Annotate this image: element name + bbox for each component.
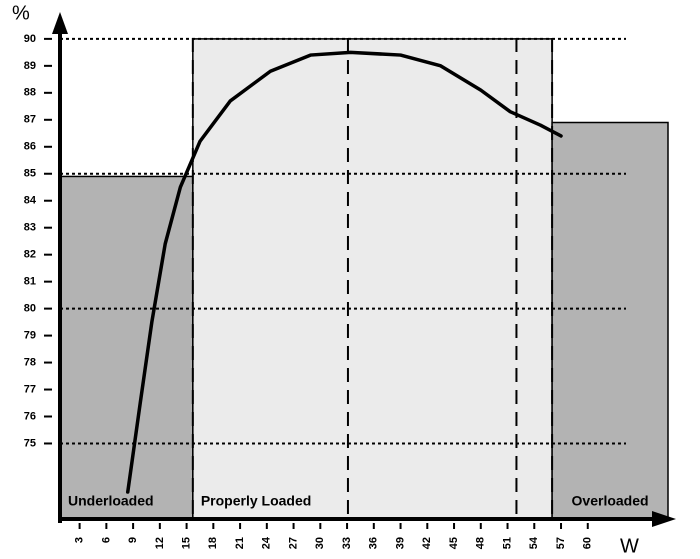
x-axis-arrow [652,511,676,527]
y-tick-label: 86 [24,141,36,153]
y-tick-label: 79 [24,329,36,341]
x-tick-label: 3 [74,537,86,543]
region-label: Underloaded [68,493,154,509]
y-axis-arrow [52,12,68,34]
x-tick-label: 57 [555,537,567,549]
x-tick-label: 18 [207,537,219,549]
x-tick-label: 30 [314,537,326,549]
x-tick-label: 21 [234,537,246,549]
x-tick-label: 48 [475,537,487,549]
region-label: Properly Loaded [201,493,311,509]
region-label: Overloaded [572,493,649,509]
y-axis-label: % [12,2,30,24]
x-tick-label: 27 [287,537,299,549]
y-tick-label: 80 [24,303,36,315]
y-tick-label: 87 [24,114,36,126]
x-tick-label: 42 [421,537,433,549]
y-tick-label: 83 [24,222,36,234]
x-tick-label: 12 [154,537,166,549]
x-tick-label: 54 [528,536,540,549]
y-tick-label: 78 [24,356,36,368]
y-tick-label: 76 [24,410,36,422]
y-tick-label: 75 [24,437,36,449]
x-tick-label: 6 [100,537,112,543]
y-tick-label: 81 [24,276,36,288]
region [192,38,553,520]
y-tick-label: 90 [24,33,36,45]
x-tick-label: 60 [582,537,594,549]
y-tick-label: 85 [24,168,36,180]
curve [126,50,563,494]
x-axis-label: W [620,535,639,557]
x-tick-label: 39 [394,537,406,549]
y-tick-label: 77 [24,383,36,395]
x-tick-label: 9 [127,537,139,543]
y-tick-label: 84 [24,195,37,207]
y-tick-label: 88 [24,87,36,99]
x-tick-label: 45 [448,537,460,549]
x-tick-label: 51 [501,537,513,549]
y-tick-label: 82 [24,249,36,261]
region [59,175,194,520]
x-tick-label: 24 [261,536,273,549]
y-tick-label: 89 [24,60,36,72]
x-tick-label: 36 [368,537,380,549]
x-tick-label: 33 [341,537,353,549]
x-tick-label: 15 [180,537,192,549]
region [551,121,669,520]
